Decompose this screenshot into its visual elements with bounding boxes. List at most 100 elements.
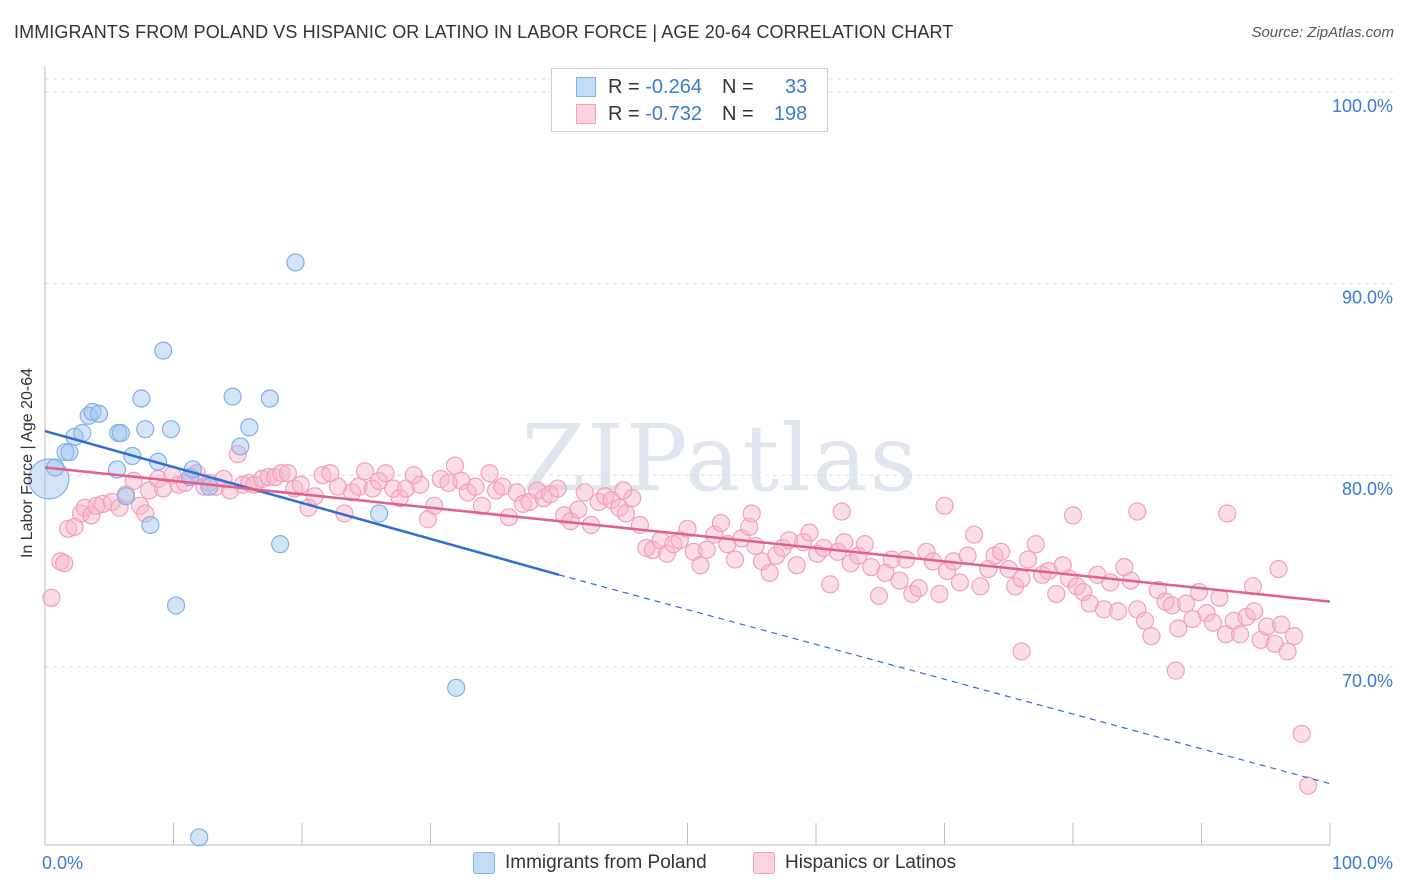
hispanic-point — [616, 504, 635, 523]
poland-trendline — [44, 429, 560, 577]
hispanic-point — [890, 571, 909, 590]
hispanic-point — [691, 556, 710, 575]
hispanic-point — [445, 456, 465, 475]
hispanic-point — [930, 584, 949, 604]
poland-point — [286, 253, 305, 272]
correlation-legend: R = -0.264 N = 33 R = -0.732 N = 198 — [551, 68, 828, 132]
legend-n-label: N = — [721, 75, 760, 98]
hispanic-point — [1026, 535, 1045, 554]
hispanic-point — [1284, 627, 1304, 646]
hispanic-point — [958, 546, 977, 565]
y-axis-label: In Labor Force | Age 20-64 — [19, 367, 36, 559]
hispanic-point — [1230, 625, 1250, 644]
hispanic-point — [835, 533, 854, 552]
hispanic-point — [1101, 573, 1120, 592]
legend-r-value: -0.264 — [645, 75, 702, 98]
hispanic-point — [950, 573, 970, 592]
hispanic-point — [1203, 613, 1223, 632]
hispanic-point — [349, 477, 368, 496]
legend-row-hispanic: R = -0.732 N = 198 — [576, 101, 807, 127]
poland-legend-swatch — [473, 852, 495, 874]
hispanic-point — [1142, 627, 1161, 646]
hispanic-point — [821, 575, 840, 594]
hispanic-point — [1299, 776, 1318, 795]
hispanic-point — [396, 479, 416, 498]
hispanic-point — [1257, 617, 1277, 636]
hispanic-point — [711, 513, 731, 533]
legend-r-label: R = — [608, 75, 646, 98]
poland-point — [83, 402, 102, 422]
legend-r-value: -0.732 — [645, 102, 702, 125]
hispanic-point — [971, 577, 990, 596]
poland-point — [56, 443, 75, 462]
hispanic-point — [1108, 602, 1128, 621]
hispanic-point — [291, 475, 310, 494]
hispanic-point — [869, 586, 889, 605]
hispanic-point — [1018, 550, 1038, 569]
hispanic-point — [1216, 625, 1236, 644]
y-tick-label: 100.0% — [1332, 96, 1393, 116]
hispanic-point — [321, 464, 340, 483]
watermark: ZIPatlas — [521, 405, 918, 512]
hispanic-point — [643, 540, 662, 559]
hispanic-point — [697, 540, 716, 559]
hispanic-point — [466, 477, 485, 496]
legend-r-label: R = — [608, 102, 646, 125]
hispanic-point — [1272, 615, 1291, 634]
hispanic-point — [909, 579, 928, 598]
y-tick-label: 70.0% — [1342, 671, 1393, 691]
hispanic-point — [87, 496, 106, 515]
poland-point — [200, 477, 219, 496]
hispanic-point — [42, 588, 61, 607]
legend-row-poland: R = -0.264 N = 33 — [576, 74, 807, 100]
bottom-legend-hispanic: Hispanics or Latinos — [753, 852, 956, 874]
hispanic-point — [1012, 642, 1031, 661]
hispanic-point — [1063, 506, 1083, 525]
hispanic-point — [575, 483, 594, 502]
hispanic-point — [637, 538, 656, 558]
hispanic-point — [935, 496, 954, 515]
poland-point — [136, 420, 155, 439]
poland-point — [166, 596, 186, 615]
hispanic-point — [1012, 569, 1031, 588]
hispanic-point — [841, 554, 860, 573]
hispanic-point — [1197, 604, 1216, 623]
hispanic-point — [1218, 504, 1237, 523]
hispanic-point — [272, 464, 291, 483]
hispanic-point — [657, 544, 677, 563]
hispanic-point — [278, 464, 297, 483]
hispanic-legend-label: Hispanics or Latinos — [785, 852, 957, 873]
hispanic-point — [390, 489, 409, 508]
poland-point — [132, 389, 151, 408]
poland-point — [141, 515, 160, 535]
y-tick-label: 90.0% — [1342, 288, 1393, 308]
hispanic-point — [1128, 502, 1147, 521]
hispanic-point — [355, 462, 375, 481]
hispanic-point — [1278, 642, 1297, 661]
x-tick-label: 0.0% — [42, 853, 83, 873]
chart-title: IMMIGRANTS FROM POLAND VS HISPANIC OR LA… — [14, 22, 954, 42]
bottom-legend-poland: Immigrants from Poland — [473, 852, 707, 874]
poland-point — [240, 418, 259, 437]
hispanic-point — [513, 494, 533, 514]
hispanic-point — [725, 550, 745, 569]
poland-point — [89, 404, 109, 423]
hispanic-point — [1269, 559, 1288, 579]
hispanic-point — [1047, 584, 1066, 604]
hispanic-point — [55, 554, 74, 573]
hispanic-point — [1162, 596, 1182, 615]
hispanic-point — [1245, 602, 1264, 621]
hispanic-point — [964, 525, 984, 544]
poland-swatch — [576, 77, 596, 97]
hispanic-legend-swatch — [753, 852, 775, 874]
poland-trendline-extension — [558, 574, 1331, 785]
hispanic-swatch — [576, 104, 596, 124]
hispanic-point — [507, 483, 526, 502]
poland-point — [260, 389, 279, 408]
hispanic-point — [136, 504, 155, 523]
poland-point — [60, 443, 79, 462]
poland-point — [190, 828, 209, 847]
poland-point — [154, 341, 173, 360]
hispanic-point — [1166, 661, 1185, 680]
